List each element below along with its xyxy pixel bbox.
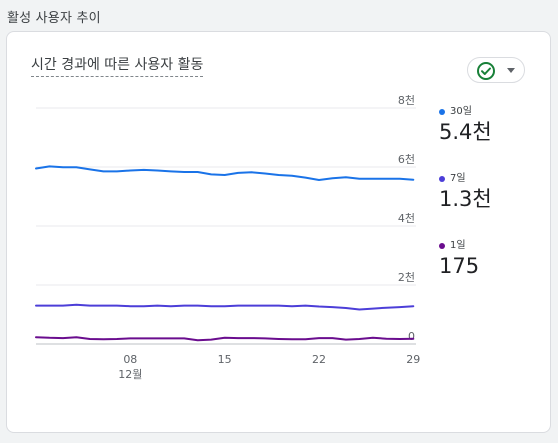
legend-value: 175 [439,254,480,278]
x-tick-label: 08 [123,353,137,366]
legend-item[interactable]: 7일 1.3천 [439,173,549,212]
legend-dot-icon [439,109,445,115]
series-line-3[interactable] [35,336,415,342]
legend-dot-icon [439,176,445,182]
legend-item[interactable]: 30일 5.4천 [439,106,549,145]
x-tick-label: 15 [218,353,232,366]
caret-down-icon [507,68,515,73]
x-tick-sublabel: 12월 [118,368,142,381]
y-tick-label: 6천 [398,152,415,166]
comparison-button[interactable] [467,57,525,83]
legend-value: 5.4천 [439,120,492,144]
legend-label: 1일 [450,240,466,251]
legend-value: 1.3천 [439,187,492,211]
y-tick-label: 0 [408,330,415,343]
legend-dot-icon [439,243,445,249]
legend-item[interactable]: 1일 175 [439,240,549,279]
legend-label: 7일 [450,173,466,184]
x-tick-label: 22 [312,353,326,366]
y-tick-label: 4천 [398,211,415,225]
series-line-1[interactable] [35,165,415,181]
line-chart: 0 2천 4천 6천 8천 08 12월 15 22 29 [35,93,420,381]
legend-name-row: 1일 [439,240,549,252]
x-tick-label: 29 [406,353,420,366]
legend-name-row: 30일 [439,106,549,118]
section-title: 활성 사용자 추이 [7,11,101,26]
y-tick-label: 2천 [398,270,415,284]
legend-name-row: 7일 [439,173,549,185]
y-tick-label: 8천 [398,93,415,107]
check-circle-icon [477,62,495,80]
legend-label: 30일 [450,106,472,117]
card-title[interactable]: 시간 경과에 따른 사용자 활동 [31,57,204,77]
chart-card: 시간 경과에 따른 사용자 활동 0 2천 4천 6천 8천 08 12월 15 22 29 30… [6,31,551,433]
series-line-2[interactable] [35,303,415,311]
